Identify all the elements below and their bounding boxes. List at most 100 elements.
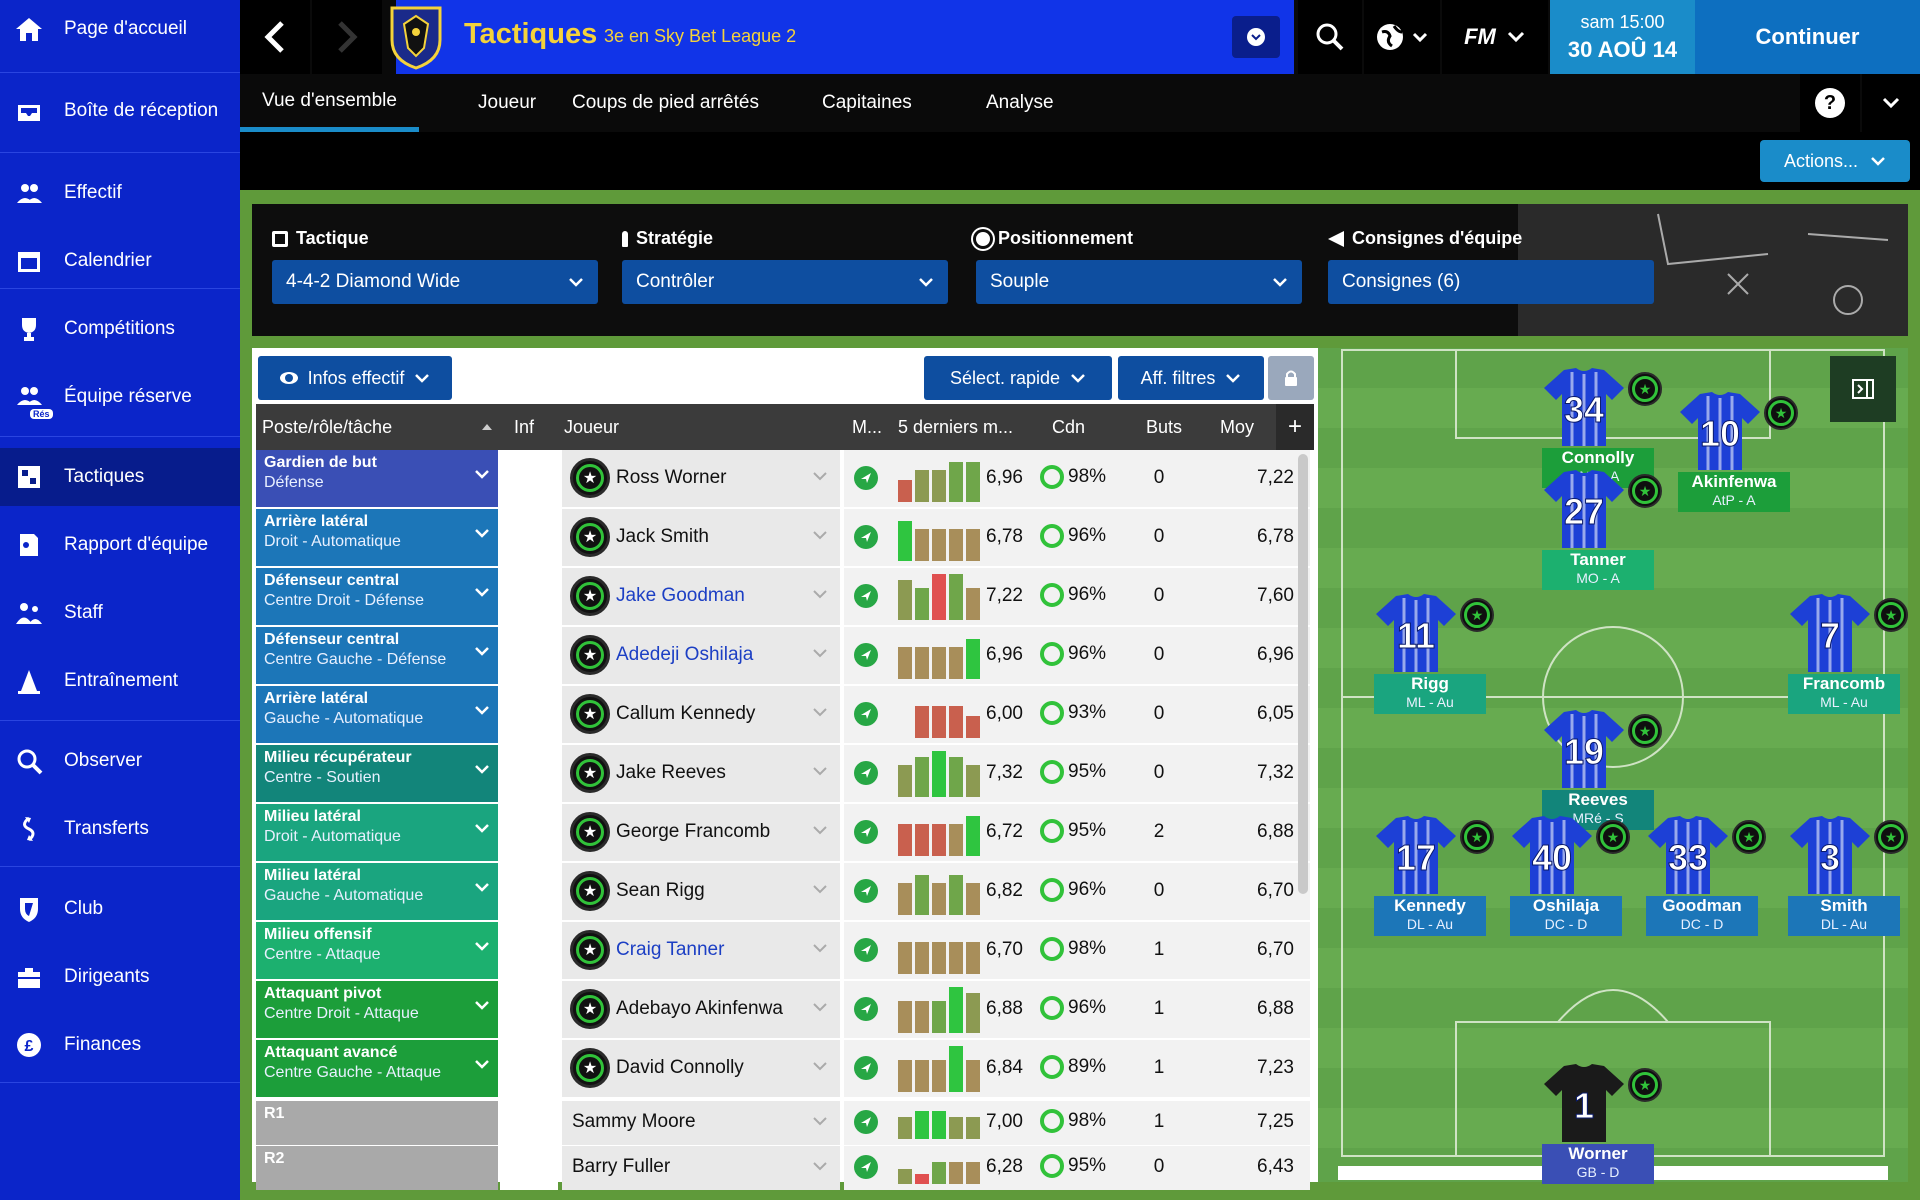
- table-row[interactable]: Milieu latéral Droit - Automatique ★ George…: [256, 804, 1310, 863]
- pitch-player[interactable]: 1 ★ Worner GB - D: [1542, 1062, 1662, 1186]
- position-role-cell[interactable]: Arrière latéral Droit - Automatique: [256, 509, 498, 566]
- player-cell[interactable]: Barry Fuller: [562, 1146, 840, 1190]
- sidebar-item-tactics[interactable]: Tactiques: [0, 448, 240, 506]
- forward-button[interactable]: [312, 0, 382, 74]
- pitch-player[interactable]: 33 ★ Goodman DC - D: [1646, 814, 1766, 938]
- player-name[interactable]: Adebayo Akinfenwa: [616, 998, 783, 1019]
- pitch-player[interactable]: 11 ★ Rigg ML - Au: [1374, 592, 1494, 716]
- position-role-cell[interactable]: R1: [256, 1101, 498, 1145]
- player-name[interactable]: Adedeji Oshilaja: [616, 644, 754, 665]
- help-button[interactable]: ?: [1800, 74, 1860, 132]
- title-dropdown-button[interactable]: [1232, 16, 1280, 58]
- quick-select-button[interactable]: Sélect. rapide: [924, 356, 1112, 400]
- tab-player[interactable]: Joueur: [456, 74, 558, 132]
- position-role-cell[interactable]: Milieu latéral Gauche - Automatique: [256, 863, 498, 920]
- player-name[interactable]: Callum Kennedy: [616, 703, 756, 724]
- sidebar-item-transfers[interactable]: Transferts: [0, 800, 240, 858]
- lock-button[interactable]: [1268, 356, 1314, 400]
- position-role-cell[interactable]: Milieu offensif Centre - Attaque: [256, 922, 498, 979]
- position-role-cell[interactable]: Défenseur central Centre Gauche - Défense: [256, 627, 498, 684]
- player-cell[interactable]: ★ David Connolly: [562, 1040, 840, 1097]
- player-name[interactable]: Ross Worner: [616, 467, 727, 488]
- position-role-cell[interactable]: Attaquant pivot Centre Droit - Attaque: [256, 981, 498, 1038]
- player-cell[interactable]: ★ George Francomb: [562, 804, 840, 861]
- table-row[interactable]: Défenseur central Centre Gauche - Défense…: [256, 627, 1310, 686]
- team-instructions-button[interactable]: Consignes (6): [1328, 260, 1654, 304]
- strategy-select[interactable]: Contrôler: [622, 260, 948, 304]
- show-filters-button[interactable]: Aff. filtres: [1118, 356, 1264, 400]
- add-column-button[interactable]: +: [1276, 404, 1314, 450]
- player-cell[interactable]: ★ Ross Worner: [562, 450, 840, 507]
- search-button[interactable]: [1298, 0, 1362, 74]
- player-cell[interactable]: ★ Craig Tanner: [562, 922, 840, 979]
- position-role-cell[interactable]: R2: [256, 1146, 498, 1190]
- position-role-cell[interactable]: Gardien de but Défense: [256, 450, 498, 507]
- player-name[interactable]: Jack Smith: [616, 526, 709, 547]
- player-cell[interactable]: Sammy Moore: [562, 1101, 840, 1145]
- player-cell[interactable]: ★ Adedeji Oshilaja: [562, 627, 840, 684]
- player-cell[interactable]: ★ Callum Kennedy: [562, 686, 840, 743]
- tab-analysis[interactable]: Analyse: [964, 74, 1076, 132]
- pitch-player[interactable]: 17 ★ Kennedy DL - Au: [1374, 814, 1494, 938]
- sidebar-item-scouting[interactable]: Observer: [0, 732, 240, 790]
- col-average[interactable]: Moy: [1220, 416, 1255, 437]
- player-name[interactable]: Craig Tanner: [616, 939, 725, 960]
- player-cell[interactable]: ★ Adebayo Akinfenwa: [562, 981, 840, 1038]
- tab-captains[interactable]: Capitaines: [800, 74, 934, 132]
- sidebar-item-finances[interactable]: £ Finances: [0, 1016, 240, 1074]
- position-role-cell[interactable]: Défenseur central Centre Droit - Défense: [256, 568, 498, 625]
- player-cell[interactable]: ★ Sean Rigg: [562, 863, 840, 920]
- player-name[interactable]: George Francomb: [616, 821, 771, 842]
- position-role-cell[interactable]: Milieu latéral Droit - Automatique: [256, 804, 498, 861]
- table-row[interactable]: Arrière latéral Droit - Automatique ★ Jack …: [256, 509, 1310, 568]
- table-row[interactable]: Attaquant pivot Centre Droit - Attaque ★ Ad…: [256, 981, 1310, 1040]
- table-row[interactable]: Arrière latéral Gauche - Automatique ★ Call…: [256, 686, 1310, 745]
- more-options-button[interactable]: [1862, 74, 1920, 132]
- table-row[interactable]: Gardien de but Défense ★ Ross Worner 6,96 98%…: [256, 450, 1310, 509]
- squad-info-button[interactable]: Infos effectif: [258, 356, 452, 400]
- player-cell[interactable]: ★ Jack Smith: [562, 509, 840, 566]
- col-position[interactable]: Poste/rôle/tâche: [262, 404, 498, 450]
- col-morale[interactable]: M...: [852, 416, 882, 437]
- sidebar-item-team-report[interactable]: Rapport d'équipe: [0, 516, 240, 574]
- sidebar-item-board[interactable]: Dirigeants: [0, 948, 240, 1006]
- table-row[interactable]: R1 Sammy Moore 7,00 98% 1 7,25: [256, 1101, 1310, 1145]
- sidebar-item-squad[interactable]: Effectif: [0, 164, 240, 222]
- table-row[interactable]: R2 Barry Fuller 6,28 95% 0 6,43: [256, 1146, 1310, 1190]
- pitch-player[interactable]: 40 ★ Oshilaja DC - D: [1510, 814, 1630, 938]
- table-row[interactable]: Milieu offensif Centre - Attaque ★ Craig Ta…: [256, 922, 1310, 981]
- position-role-cell[interactable]: Milieu récupérateur Centre - Soutien: [256, 745, 498, 802]
- world-menu-button[interactable]: [1364, 0, 1440, 74]
- table-scrollbar[interactable]: [1298, 454, 1308, 894]
- table-row[interactable]: Défenseur central Centre Droit - Défense ★…: [256, 568, 1310, 627]
- player-cell[interactable]: ★ Jake Reeves: [562, 745, 840, 802]
- sidebar-item-inbox[interactable]: Boîte de réception: [0, 82, 240, 140]
- col-injury[interactable]: Inf: [514, 416, 535, 437]
- player-name[interactable]: Jake Reeves: [616, 762, 726, 783]
- pitch-player[interactable]: 27 ★ Tanner MO - A: [1542, 468, 1662, 592]
- pitch-player[interactable]: 3 ★ Smith DL - Au: [1788, 814, 1908, 938]
- col-goals[interactable]: Buts: [1146, 416, 1183, 437]
- tactic-select[interactable]: 4-4-2 Diamond Wide: [272, 260, 598, 304]
- back-button[interactable]: [240, 0, 310, 74]
- tab-overview[interactable]: Vue d'ensemble: [240, 74, 419, 132]
- sidebar-item-home[interactable]: Page d'accueil: [0, 0, 240, 58]
- col-condition[interactable]: Cdn: [1052, 416, 1086, 437]
- sidebar-item-staff[interactable]: Staff: [0, 584, 240, 642]
- tab-set-pieces[interactable]: Coups de pied arrêtés: [550, 74, 781, 132]
- positioning-select[interactable]: Souple: [976, 260, 1302, 304]
- continue-button[interactable]: Continuer: [1695, 0, 1920, 74]
- player-name[interactable]: Sean Rigg: [616, 880, 705, 901]
- pitch-player[interactable]: 10 ★ Akinfenwa AtP - A: [1678, 390, 1798, 514]
- player-name[interactable]: Sammy Moore: [572, 1111, 696, 1132]
- player-name[interactable]: Jake Goodman: [616, 585, 745, 606]
- col-last-5[interactable]: 5 derniers m...: [898, 416, 1014, 437]
- player-name[interactable]: David Connolly: [616, 1057, 744, 1078]
- sidebar-item-reserve-team[interactable]: Rés Équipe réserve: [0, 368, 240, 426]
- table-row[interactable]: Milieu récupérateur Centre - Soutien ★ Jake…: [256, 745, 1310, 804]
- table-row[interactable]: Milieu latéral Gauche - Automatique ★ Sean …: [256, 863, 1310, 922]
- sidebar-item-club[interactable]: Club: [0, 880, 240, 938]
- player-cell[interactable]: ★ Jake Goodman: [562, 568, 840, 625]
- position-role-cell[interactable]: Arrière latéral Gauche - Automatique: [256, 686, 498, 743]
- position-role-cell[interactable]: Attaquant avancé Centre Gauche - Attaque: [256, 1040, 498, 1097]
